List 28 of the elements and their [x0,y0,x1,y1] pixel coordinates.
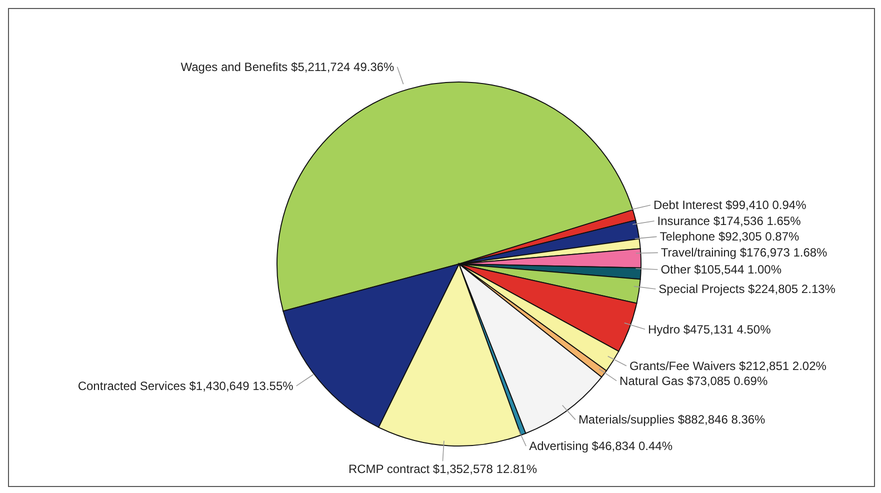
data-label: $224,805 2.13% [748,282,836,296]
slice-label: Telephone [660,230,716,244]
slice-label: Debt Interest [653,198,722,212]
data-label: $1,352,578 12.81% [432,462,538,476]
slice-label: RCMP contract [348,462,430,476]
slice-label: Wages and Benefits [180,60,288,74]
slice-label: Materials/supplies [578,412,674,427]
data-label: $176,973 1.68% [740,246,828,260]
data-label: $105,544 1.00% [694,262,782,276]
data-label: $99,410 0.94% [726,198,806,212]
slice-label: Grants/Fee Waivers [629,358,736,373]
data-label: $46,834 0.44% [592,439,673,454]
data-label: $475,131 4.50% [683,322,771,336]
slice-label: Hydro [648,322,680,336]
slice-label: Natural Gas [620,374,684,388]
data-label: $73,085 0.69% [686,374,768,388]
slice-label: Other [660,262,691,276]
data-label: $212,851 2.02% [739,358,826,373]
data-label: $5,211,724 49.36% [291,60,394,74]
data-label: $882,846 8.36% [678,412,766,427]
data-label: $174,536 1.65% [713,214,801,228]
data-label: $1,430,649 13.55% [189,378,294,393]
slice-label: Special Projects [658,282,745,296]
slice-label: Travel/training [660,246,736,260]
data-label: $92,305 0.87% [718,230,800,244]
slice-label: Insurance [657,214,710,228]
slice-label: Contracted Services [78,378,186,393]
slice-label: Advertising [529,439,588,454]
